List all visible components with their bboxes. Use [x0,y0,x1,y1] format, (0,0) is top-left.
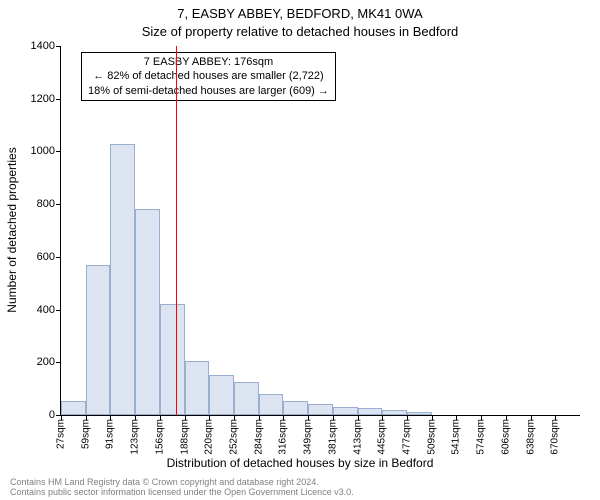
footer-attribution: Contains HM Land Registry data © Crown c… [10,478,354,498]
x-tick-label: 59sqm [80,419,91,449]
chart-title-desc: Size of property relative to detached ho… [0,24,600,39]
histogram-bar [259,394,284,415]
y-tick-mark [56,46,61,47]
histogram-bar [61,401,86,415]
y-tick-mark [56,151,61,152]
x-tick-label: 509sqm [426,419,437,455]
x-tick-label: 606sqm [500,419,511,455]
histogram-bar [382,410,407,415]
x-tick-label: 252sqm [229,419,240,455]
footer-line2: Contains public sector information licen… [10,488,354,498]
histogram-bar [185,361,210,415]
x-tick-label: 156sqm [154,419,165,455]
x-tick-label: 638sqm [525,419,536,455]
reference-annotation: 7 EASBY ABBEY: 176sqm ← 82% of detached … [81,52,336,101]
x-tick-label: 413sqm [352,419,363,455]
x-tick-label: 381sqm [327,419,338,455]
histogram-bar [209,375,234,415]
x-tick-label: 445sqm [377,419,388,455]
histogram-bar [160,304,185,415]
x-tick-label: 349sqm [303,419,314,455]
x-tick-label: 123sqm [130,419,141,455]
x-tick-label: 284sqm [253,419,264,455]
x-tick-label: 670sqm [550,419,561,455]
histogram-bar [283,401,308,415]
y-axis-label: Number of detached properties [5,147,19,312]
x-tick-label: 91sqm [105,419,116,449]
histogram-bar [86,265,111,415]
anno-line2: ← 82% of detached houses are smaller (2,… [88,69,329,83]
histogram-bar [110,144,135,415]
y-tick-mark [56,99,61,100]
chart-container: 7, EASBY ABBEY, BEDFORD, MK41 0WA Size o… [0,0,600,500]
x-tick-label: 220sqm [204,419,215,455]
x-axis-label: Distribution of detached houses by size … [0,456,600,470]
x-tick-label: 477sqm [402,419,413,455]
anno-line3: 18% of semi-detached houses are larger (… [88,84,329,98]
plot-area: 7 EASBY ABBEY: 176sqm ← 82% of detached … [60,46,580,416]
y-tick-mark [56,257,61,258]
histogram-bar [333,407,358,415]
x-tick-label: 574sqm [476,419,487,455]
histogram-bar [308,404,333,415]
anno-line1: 7 EASBY ABBEY: 176sqm [88,55,329,69]
histogram-bar [358,408,383,415]
x-tick-label: 188sqm [179,419,190,455]
x-tick-label: 27sqm [56,419,67,449]
y-tick-mark [56,362,61,363]
histogram-bar [234,382,259,415]
reference-line [176,46,177,415]
chart-title-address: 7, EASBY ABBEY, BEDFORD, MK41 0WA [0,6,600,21]
histogram-bar [407,412,432,415]
histogram-bar [135,209,160,415]
y-tick-mark [56,204,61,205]
x-tick-label: 316sqm [278,419,289,455]
y-tick-mark [56,310,61,311]
x-tick-label: 541sqm [451,419,462,455]
